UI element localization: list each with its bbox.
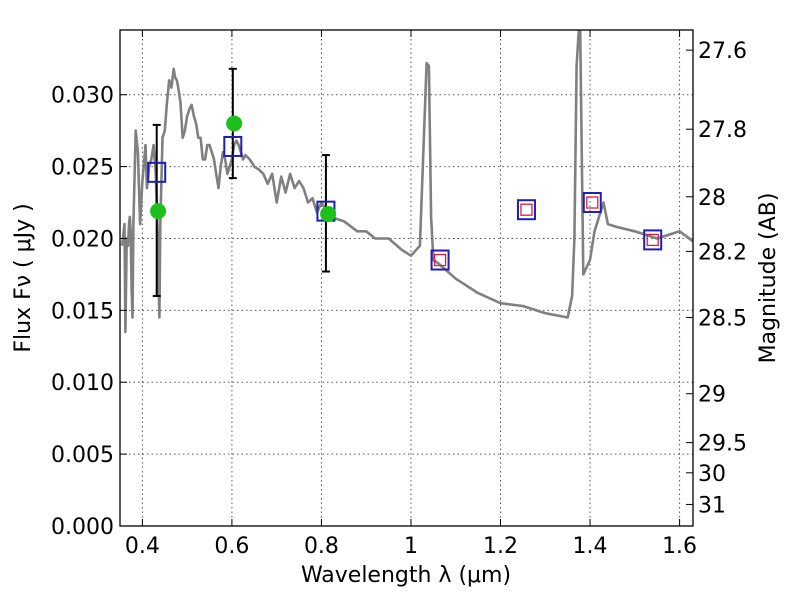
x-tick-label: 1 [404,534,418,559]
y-tick-label: 0.025 [51,156,114,181]
observed-photometry-marker [223,135,243,157]
x-tick-label: 1.2 [483,534,518,559]
secondary-photometry-marker [226,115,243,132]
y2-tick-label: 28.5 [698,307,747,332]
secondary-photometry-marker [320,206,337,223]
x-axis-title: Wavelength λ (μm) [301,563,511,588]
observed-photometry-marker [516,199,536,221]
model-photometry-marker [520,203,533,216]
secondary-photometry-marker [150,203,167,220]
y-tick-label: 0.005 [51,443,114,468]
observed-photometry-marker [582,192,602,214]
x-tick-label: 0.8 [304,534,339,559]
y-tick-label: 0.030 [51,84,114,109]
y2-tick-label: 31 [698,493,726,518]
y-tick-label: 0.015 [51,299,114,324]
y2-axis-title: Magnitude (AB) [756,193,781,364]
model-photometry-marker [433,253,447,267]
x-tick-label: 0.4 [125,534,160,559]
y-axis-title: Flux Fν ( μJy ) [11,203,36,352]
y2-tick-label: 29 [698,383,726,408]
y2-tick-label: 27.6 [698,39,747,64]
axes: 0.4 0.6 0.8 1 1.2 1.4 1.6 0.000 0.005 0.010 0.015 0… [51,30,747,559]
y-tick-label: 0.010 [51,371,114,396]
observed-photometry-marker [430,249,450,271]
observed-photometry-marker [147,161,167,183]
y-tick-label: 0.000 [51,515,114,540]
y2-tick-label: 30 [698,462,726,487]
x-tick-label: 1.6 [662,534,697,559]
model-photometry-marker [586,196,599,209]
y2-tick-label: 28 [698,186,726,211]
observed-photometry-marker [643,229,663,251]
x-tick-label: 1.4 [573,534,608,559]
model-photometry-marker [646,233,659,247]
y-tick-label: 0.020 [51,227,114,252]
y2-tick-label: 28.2 [698,240,747,265]
y2-tick-label: 27.8 [698,118,747,143]
plot-frame [119,29,694,527]
y2-tick-label: 29.5 [698,432,747,457]
markers [147,67,663,297]
x-tick-label: 0.6 [214,534,249,559]
